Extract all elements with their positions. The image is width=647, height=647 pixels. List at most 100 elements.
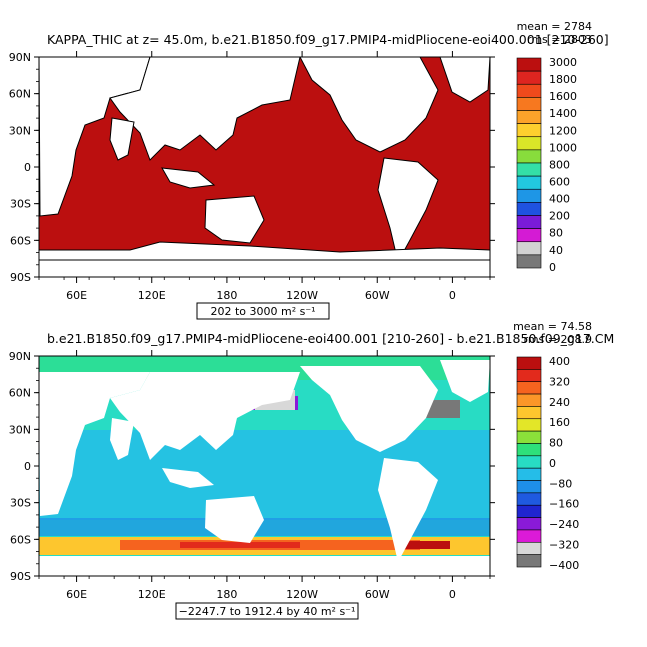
bottom-colorbar-label: 160 <box>549 416 570 429</box>
top-range-box <box>196 302 330 320</box>
bottom-colorbar-swatch <box>516 369 542 383</box>
bottom-colorbar-swatch <box>516 443 542 457</box>
bottom-y-tick-label: 90N <box>9 350 31 363</box>
bottom-stat-rms: rms = 208.9 <box>524 333 592 346</box>
top-colorbar-swatch <box>516 241 542 256</box>
top-x-tick-label: 120E <box>138 289 166 302</box>
top-land-antarctica <box>39 257 490 277</box>
bottom-y-tick-label: 30S <box>10 497 31 510</box>
top-colorbar-label: 1200 <box>549 124 577 137</box>
top-colorbar-swatch <box>516 70 542 85</box>
top-panel: KAPPA_THIC at z= 45.0m, b.e21.B1850.f09_… <box>9 20 609 320</box>
top-colorbar-swatch <box>516 188 542 203</box>
bottom-colorbar: 400 320 240 160 80 0 −80 −160 −240 −320 −400 <box>516 355 579 572</box>
bottom-x-tick-label: 60W <box>365 588 390 601</box>
top-x-tick-label: 60E <box>66 289 87 302</box>
top-colorbar-swatch <box>516 136 542 151</box>
top-colorbar-label: 80 <box>549 227 563 240</box>
top-colorbar-swatch <box>516 175 542 190</box>
bottom-land-antarctica <box>39 556 490 576</box>
top-land-antarctica-edge <box>39 241 490 261</box>
top-land-australia <box>204 195 265 244</box>
top-colorbar-label: 1600 <box>549 90 577 103</box>
top-land-north-america <box>299 57 439 153</box>
bottom-zone-southern-band <box>39 518 490 536</box>
bottom-zone-circumpolar-peak <box>400 541 450 549</box>
bottom-stat-mean: mean = 74.58 <box>513 320 592 333</box>
bottom-title: b.e21.B1850.f09_g17.PMIP4-midPliocene-eo… <box>47 331 614 346</box>
top-x-tick-label: 120W <box>286 289 318 302</box>
top-land-south-america <box>377 157 439 264</box>
bottom-land-mask <box>39 360 490 576</box>
bottom-colorbar-swatch <box>516 467 542 481</box>
top-y-tick-label: 0 <box>24 161 31 174</box>
bottom-colorbar-swatch <box>516 517 542 531</box>
bottom-colorbar-label: 240 <box>549 396 570 409</box>
top-colorbar-swatch <box>516 162 542 177</box>
bottom-y-tick-label: 30N <box>9 423 31 436</box>
top-y-axis: 90N 60N 30N 0 30S 60S 90S <box>9 51 495 284</box>
bottom-colorbar-label: −80 <box>549 477 572 490</box>
bottom-land-south-america <box>378 458 438 562</box>
bottom-land-africa-europe <box>39 372 150 516</box>
top-land-mask <box>39 57 490 277</box>
bottom-colorbar-label: −160 <box>549 498 579 511</box>
bottom-land-indonesia <box>162 468 214 488</box>
bottom-colorbar-label: 0 <box>549 457 556 470</box>
bottom-colorbar-swatch <box>516 356 542 370</box>
top-colorbar: 3000180016001400120010008006004002008040… <box>516 56 577 274</box>
top-land-india <box>109 117 135 161</box>
bottom-x-axis: 60E 120E 180 120W 60W 0 <box>38 350 491 601</box>
top-colorbar-label: 1000 <box>549 141 577 154</box>
bottom-land-north-america <box>300 366 438 452</box>
bottom-y-tick-label: 60N <box>9 387 31 400</box>
bottom-colorbar-swatch <box>516 541 542 555</box>
bottom-colorbar-swatch <box>516 430 542 444</box>
top-y-tick-label: 90S <box>10 271 31 284</box>
bottom-colorbar-swatch <box>516 406 542 420</box>
top-colorbar-label: 40 <box>549 244 563 257</box>
bottom-colorbar-label: 320 <box>549 375 570 388</box>
bottom-land-australia <box>205 496 264 543</box>
top-x-axis: 60E 120E 180 120W 60W 0 <box>38 51 491 302</box>
top-range-label: 202 to 3000 m² s⁻¹ <box>210 305 315 318</box>
top-stat-rms: rms = 2803 <box>527 33 592 46</box>
top-colorbar-swatch <box>516 57 542 72</box>
top-y-tick-label: 60N <box>9 88 31 101</box>
bottom-colorbar-swatch <box>516 455 542 469</box>
top-y-tick-label: 60S <box>10 234 31 247</box>
bottom-land-greenland <box>440 360 490 402</box>
top-y-tick-label: 30S <box>10 198 31 211</box>
top-x-tick-label: 60W <box>365 289 390 302</box>
top-colorbar-label: 600 <box>549 176 570 189</box>
top-title: KAPPA_THIC at z= 45.0m, b.e21.B1850.f09_… <box>47 32 609 47</box>
bottom-y-tick-label: 60S <box>10 533 31 546</box>
top-colorbar-label: 1400 <box>549 107 577 120</box>
bottom-panel: b.e21.B1850.f09_g17.PMIP4-midPliocene-eo… <box>9 320 614 620</box>
top-colorbar-label: 3000 <box>549 56 577 69</box>
bottom-zone-circumpolar-core <box>180 542 300 548</box>
bottom-colorbar-swatch <box>516 492 542 506</box>
top-y-tick-label: 30N <box>9 124 31 137</box>
top-colorbar-label: 200 <box>549 210 570 223</box>
bottom-x-tick-label: 60E <box>66 588 87 601</box>
bottom-colorbar-label: 400 <box>549 355 570 368</box>
bottom-map-field <box>39 356 490 576</box>
bottom-colorbar-swatch <box>516 504 542 518</box>
top-colorbar-swatch <box>516 149 542 164</box>
top-colorbar-swatch <box>516 215 542 229</box>
bottom-x-tick-label: 120W <box>286 588 318 601</box>
bottom-x-tick-label: 120E <box>138 588 166 601</box>
top-colorbar-label: 1800 <box>549 73 577 86</box>
top-colorbar-label: 0 <box>549 261 556 274</box>
top-colorbar-label: 800 <box>549 158 570 171</box>
bottom-y-tick-label: 0 <box>24 460 31 473</box>
bottom-colorbar-swatch <box>516 529 542 543</box>
bottom-colorbar-label: −400 <box>549 559 579 572</box>
bottom-colorbar-label: −240 <box>549 518 579 531</box>
top-x-tick-label: 180 <box>216 289 237 302</box>
bottom-y-axis: 90N 60N 30N 0 30S 60S 90S <box>9 350 495 583</box>
bottom-colorbar-swatch <box>516 554 542 568</box>
bottom-colorbar-swatch <box>516 381 542 395</box>
